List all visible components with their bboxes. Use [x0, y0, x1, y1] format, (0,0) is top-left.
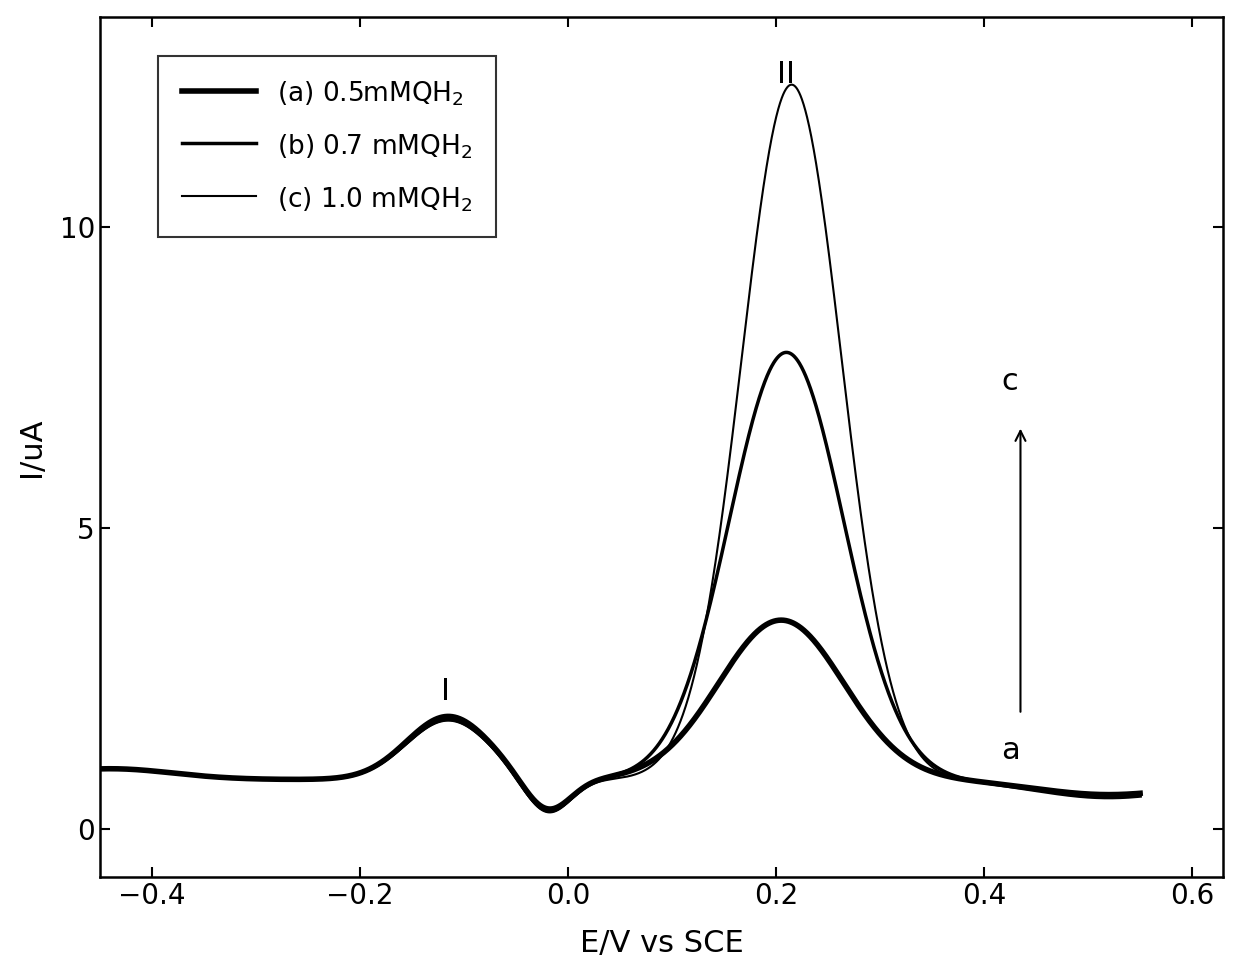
(a) 0.5mMQH$_2$: [491, 747, 506, 759]
Line: (a) 0.5mMQH$_2$: (a) 0.5mMQH$_2$: [99, 620, 1140, 809]
Text: c: c: [1002, 367, 1018, 396]
Legend: (a) 0.5mMQH$_2$, (b) 0.7 mMQH$_2$, (c) 1.0 mMQH$_2$: (a) 0.5mMQH$_2$, (b) 0.7 mMQH$_2$, (c) 1…: [157, 56, 496, 238]
Text: a: a: [1001, 736, 1019, 764]
(c) 1.0 mMQH$_2$: [1112, 792, 1127, 803]
(c) 1.0 mMQH$_2$: [273, 773, 288, 785]
X-axis label: E/V vs SCE: E/V vs SCE: [579, 929, 744, 958]
(a) 0.5mMQH$_2$: [774, 614, 789, 626]
Line: (c) 1.0 mMQH$_2$: (c) 1.0 mMQH$_2$: [99, 85, 1140, 812]
(c) 1.0 mMQH$_2$: [1132, 790, 1147, 801]
(c) 1.0 mMQH$_2$: [92, 763, 107, 775]
(b) 0.7 mMQH$_2$: [779, 346, 794, 358]
(a) 0.5mMQH$_2$: [537, 801, 552, 813]
Y-axis label: I/uA: I/uA: [16, 417, 46, 477]
(a) 0.5mMQH$_2$: [211, 771, 226, 783]
(b) 0.7 mMQH$_2$: [537, 803, 552, 815]
(b) 0.7 mMQH$_2$: [273, 773, 288, 785]
(b) 0.7 mMQH$_2$: [542, 805, 557, 817]
(c) 1.0 mMQH$_2$: [542, 806, 557, 818]
(a) 0.5mMQH$_2$: [273, 773, 288, 785]
(b) 0.7 mMQH$_2$: [1001, 780, 1016, 792]
(b) 0.7 mMQH$_2$: [491, 749, 506, 761]
(b) 0.7 mMQH$_2$: [92, 763, 107, 775]
(a) 0.5mMQH$_2$: [1112, 789, 1127, 800]
(c) 1.0 mMQH$_2$: [491, 749, 506, 761]
(c) 1.0 mMQH$_2$: [537, 805, 552, 817]
(a) 0.5mMQH$_2$: [1001, 779, 1016, 791]
(b) 0.7 mMQH$_2$: [211, 771, 226, 783]
(b) 0.7 mMQH$_2$: [1132, 790, 1147, 801]
Text: II: II: [777, 59, 795, 89]
(c) 1.0 mMQH$_2$: [1001, 780, 1016, 792]
(a) 0.5mMQH$_2$: [543, 803, 558, 815]
(c) 1.0 mMQH$_2$: [211, 771, 226, 783]
(a) 0.5mMQH$_2$: [92, 763, 107, 775]
(c) 1.0 mMQH$_2$: [784, 79, 799, 91]
(a) 0.5mMQH$_2$: [1132, 788, 1147, 800]
(b) 0.7 mMQH$_2$: [1112, 792, 1127, 803]
Text: I: I: [440, 677, 450, 706]
Line: (b) 0.7 mMQH$_2$: (b) 0.7 mMQH$_2$: [99, 352, 1140, 811]
